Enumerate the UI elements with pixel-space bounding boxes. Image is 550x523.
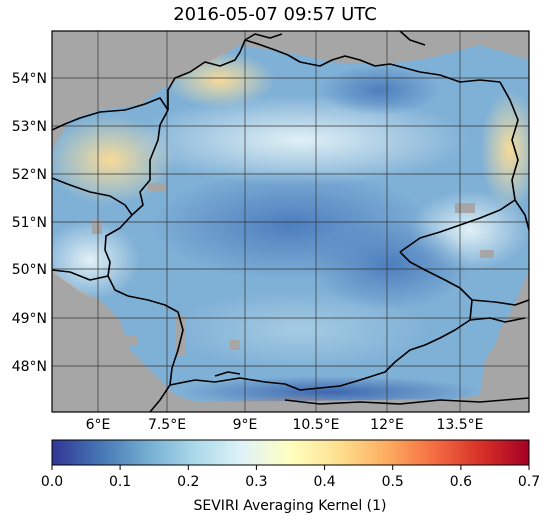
border-germany-netherlands — [131, 109, 169, 216]
x-tick-label: 6°E — [86, 417, 111, 433]
colorbar-gradient — [51, 439, 530, 466]
x-tick-label: 12°E — [370, 417, 404, 433]
pale-region-north — [130, 95, 470, 185]
colorbar-tick-label: 0.1 — [109, 474, 131, 490]
map-title: 2016-05-07 09:57 UTC — [173, 4, 377, 25]
coastline-netherlands — [52, 97, 169, 131]
border-belgium-france — [52, 269, 109, 281]
x-tick-label: 7.5°E — [148, 417, 186, 433]
gap-patch-4 — [92, 220, 102, 234]
map-panel — [51, 30, 530, 413]
border-germany-poland — [499, 81, 519, 201]
gap-north-sea — [52, 31, 240, 148]
colorbar: 0.0 0.1 0.2 0.3 0.4 0.5 0.6 0.7 SEVIRI A… — [41, 439, 540, 514]
dark-region-north — [320, 65, 440, 115]
gap-southwest — [52, 272, 200, 405]
y-tick-label: 53°N — [12, 119, 47, 135]
border-germany-france — [127, 295, 184, 386]
gap-baltic — [240, 31, 529, 63]
gap-patch-7 — [230, 340, 240, 350]
data-field — [52, 31, 529, 412]
colorbar-tick-label: 0.6 — [450, 474, 472, 490]
colorbar-tick-label: 0.0 — [41, 474, 63, 490]
colorbar-tick-label: 0.5 — [382, 474, 404, 490]
colorbar-tick-label: 0.3 — [245, 474, 267, 490]
y-axis-labels: 54°N 53°N 52°N 51°N 50°N 49°N 48°N — [12, 71, 47, 375]
border-denmark-sweden — [399, 31, 426, 46]
y-tick-label: 48°N — [12, 359, 47, 375]
border-czech-poland — [514, 199, 529, 231]
gap-patch-2 — [175, 315, 185, 355]
gap-patch-5 — [455, 203, 475, 213]
border-germany-austria — [284, 251, 473, 391]
x-tick-label: 9°E — [233, 417, 258, 433]
colorbar-label: SEVIRI Averaging Kernel (1) — [194, 498, 387, 514]
y-tick-label: 54°N — [12, 71, 47, 87]
colorbar-tick-label: 0.7 — [518, 474, 540, 490]
y-tick-label: 51°N — [12, 215, 47, 231]
border-netherlands-belgium — [52, 177, 133, 216]
border-czech-austria-south — [471, 299, 529, 306]
x-axis-labels: 6°E 7.5°E 9°E 10.5°E 12°E 13.5°E — [86, 417, 484, 433]
border-austria-czech — [469, 317, 526, 323]
coastline-denmark — [167, 39, 246, 110]
colorbar-ticks — [51, 465, 530, 470]
colorbar-tick-label: 0.4 — [313, 474, 335, 490]
gap-patch-3 — [125, 335, 137, 345]
border-germany-belgium-lux — [104, 214, 133, 297]
y-tick-label: 52°N — [12, 167, 47, 183]
lake-constance — [214, 371, 241, 377]
x-tick-label: 13.5°E — [436, 417, 483, 433]
x-tick-label: 10.5°E — [292, 417, 339, 433]
gap-patch-6 — [480, 250, 494, 258]
dark-region-east — [310, 220, 470, 310]
gap-patch-1 — [148, 183, 166, 191]
border-austria-italy — [284, 397, 529, 405]
y-tick-label: 50°N — [12, 262, 47, 278]
border-germany-switzerland — [169, 377, 286, 386]
border-germany-czech — [399, 199, 516, 253]
pale-region-west — [52, 220, 140, 300]
y-tick-label: 49°N — [12, 311, 47, 327]
map-frame — [51, 30, 530, 413]
coastline-baltic — [244, 39, 501, 83]
gap-southeast — [481, 275, 529, 398]
gap-south-strip — [52, 398, 529, 412]
coastline-denmark-east — [244, 33, 283, 41]
colorbar-tick-label: 0.2 — [177, 474, 199, 490]
gridlines — [52, 31, 529, 412]
border-switzerland-france — [149, 384, 171, 412]
borders — [52, 31, 529, 412]
warm-region-ne — [480, 90, 529, 210]
